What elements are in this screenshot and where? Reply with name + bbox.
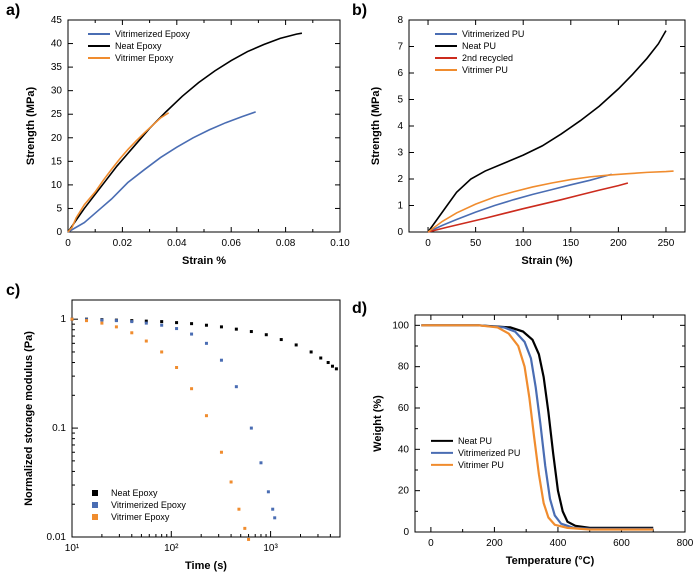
svg-text:2: 2 (397, 174, 403, 185)
svg-text:0.01: 0.01 (47, 532, 67, 543)
svg-text:80: 80 (398, 362, 410, 373)
svg-text:20: 20 (51, 133, 63, 144)
svg-text:Vitrimerized PU: Vitrimerized PU (458, 448, 520, 458)
svg-text:Neat Epoxy: Neat Epoxy (115, 41, 162, 51)
svg-text:8: 8 (397, 15, 403, 26)
svg-text:Temperature (°C): Temperature (°C) (506, 555, 595, 567)
svg-text:400: 400 (550, 538, 567, 549)
panel-a: 0 0.02 0.04 0.06 0.08 0.10 0 5 10 15 20 25 30 35 40 45 S… (20, 10, 350, 270)
svg-text:0: 0 (397, 227, 403, 238)
svg-text:Weight (%): Weight (%) (372, 395, 384, 452)
svg-text:600: 600 (613, 538, 630, 549)
svg-text:Strength (MPa): Strength (MPa) (370, 87, 382, 166)
svg-text:0: 0 (425, 238, 431, 249)
panel-c: 10¹ 10² 10³ 0.01 0.1 1 Time (s) Normalized stor… (20, 290, 350, 575)
svg-text:25: 25 (51, 109, 63, 120)
svg-text:200: 200 (486, 538, 503, 549)
svg-text:15: 15 (51, 156, 63, 167)
svg-text:0: 0 (403, 527, 409, 538)
svg-text:Neat Epoxy: Neat Epoxy (111, 488, 158, 498)
chart-d: 0 200 400 600 800 0 20 40 60 80 100 Temperature (°C… (365, 305, 695, 570)
svg-text:Time (s): Time (s) (185, 560, 227, 572)
svg-text:Vitrimer Epoxy: Vitrimer Epoxy (115, 53, 174, 63)
svg-text:10³: 10³ (263, 543, 278, 554)
svg-text:800: 800 (677, 538, 694, 549)
svg-text:7: 7 (397, 42, 403, 53)
svg-text:10²: 10² (164, 543, 179, 554)
svg-text:0.08: 0.08 (276, 238, 296, 249)
svg-text:100: 100 (515, 238, 532, 249)
svg-text:Normalized storage modulus (Pa: Normalized storage modulus (Pa) (23, 331, 35, 506)
svg-text:0: 0 (56, 227, 62, 238)
svg-text:10¹: 10¹ (65, 543, 80, 554)
svg-text:0.02: 0.02 (113, 238, 133, 249)
svg-text:0.04: 0.04 (167, 238, 187, 249)
svg-text:5: 5 (56, 203, 62, 214)
svg-text:2nd recycled: 2nd recycled (462, 53, 513, 63)
svg-text:50: 50 (470, 238, 482, 249)
svg-text:4: 4 (397, 121, 403, 132)
figure-container: a) 00.020.040.060.080.100510152025303540… (0, 0, 700, 585)
svg-text:40: 40 (51, 39, 63, 50)
svg-text:0.10: 0.10 (330, 238, 350, 249)
svg-text:250: 250 (658, 238, 675, 249)
svg-text:5: 5 (397, 95, 403, 106)
svg-text:40: 40 (398, 444, 410, 455)
svg-text:Neat PU: Neat PU (458, 436, 492, 446)
svg-text:150: 150 (562, 238, 579, 249)
svg-text:Vitrimer Epoxy: Vitrimer Epoxy (111, 512, 170, 522)
svg-text:Neat PU: Neat PU (462, 41, 496, 51)
svg-text:Strain (%): Strain (%) (521, 255, 573, 267)
svg-text:Vitrimer PU: Vitrimer PU (458, 460, 504, 470)
svg-text:Vitrimerized Epoxy: Vitrimerized Epoxy (111, 500, 186, 510)
svg-text:0.1: 0.1 (52, 423, 66, 434)
panel-a-label: a) (6, 2, 20, 20)
svg-text:0: 0 (428, 538, 434, 549)
svg-text:45: 45 (51, 15, 63, 26)
svg-text:35: 35 (51, 62, 63, 73)
svg-text:20: 20 (398, 486, 410, 497)
panel-c-label: c) (6, 282, 20, 300)
svg-text:200: 200 (610, 238, 627, 249)
panel-b: 0 50 100 150 200 250 0 1 2 3 4 5 6 7 8 Strain (%) Streng… (365, 10, 695, 270)
svg-text:30: 30 (51, 86, 63, 97)
svg-text:Vitrimerized PU: Vitrimerized PU (462, 29, 524, 39)
svg-text:Strength (MPa): Strength (MPa) (25, 87, 37, 166)
chart-c: 10¹ 10² 10³ 0.01 0.1 1 Time (s) Normalized stor… (20, 290, 350, 575)
svg-text:60: 60 (398, 403, 410, 414)
svg-text:1: 1 (60, 314, 66, 325)
chart-b: 0 50 100 150 200 250 0 1 2 3 4 5 6 7 8 Strain (%) Streng… (365, 10, 695, 270)
svg-text:Vitrimerized Epoxy: Vitrimerized Epoxy (115, 29, 190, 39)
svg-text:3: 3 (397, 148, 403, 159)
svg-text:Strain %: Strain % (182, 255, 226, 267)
svg-text:0: 0 (65, 238, 71, 249)
svg-text:100: 100 (392, 320, 409, 331)
panel-d: 0 200 400 600 800 0 20 40 60 80 100 Temperature (°C… (365, 305, 695, 570)
svg-text:1: 1 (397, 201, 403, 212)
chart-a: 0 0.02 0.04 0.06 0.08 0.10 0 5 10 15 20 25 30 35 40 45 S… (20, 10, 350, 270)
svg-text:10: 10 (51, 180, 63, 191)
svg-text:Vitrimer PU: Vitrimer PU (462, 65, 508, 75)
svg-text:6: 6 (397, 68, 403, 79)
svg-text:0.06: 0.06 (221, 238, 241, 249)
